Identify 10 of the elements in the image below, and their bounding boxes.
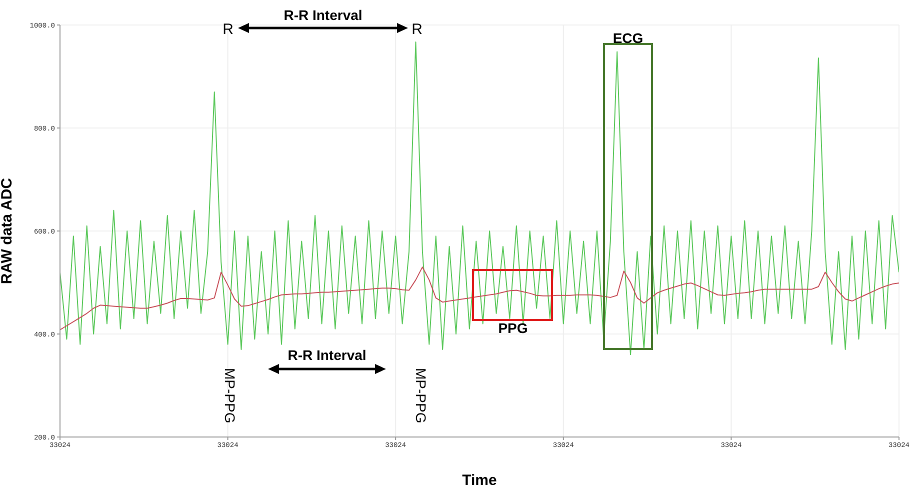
annotation: R xyxy=(412,21,423,38)
x-axis-title: Time xyxy=(462,472,497,485)
annotation: R xyxy=(222,21,234,38)
annotation: MP-PPG xyxy=(222,368,238,424)
annotation: MP-PPG xyxy=(413,368,429,424)
y-axis-title: RAW data ADC xyxy=(0,178,16,284)
annotation: R-R Interval xyxy=(288,347,366,363)
text: R-R Interval xyxy=(284,7,362,23)
annotation: ECG xyxy=(612,30,644,46)
annotation: PPG xyxy=(498,320,528,336)
